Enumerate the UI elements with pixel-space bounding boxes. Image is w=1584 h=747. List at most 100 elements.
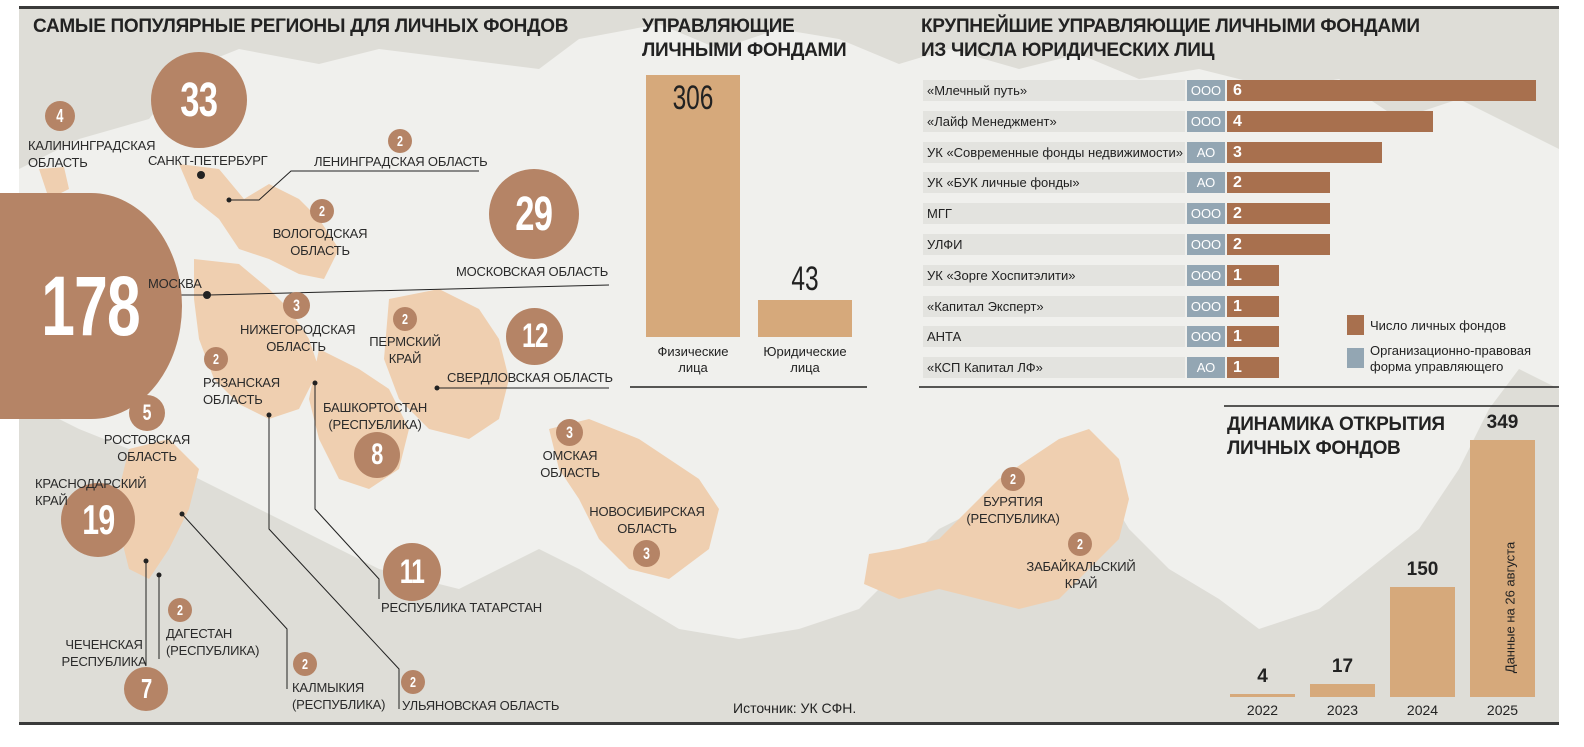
label-chech-2: РЕСПУБЛИКА (61, 654, 147, 669)
label-nizh-2: ОБЛАСТЬ (266, 339, 326, 354)
bottom-rule (19, 722, 1559, 725)
manager-fund-value: 4 (1233, 113, 1242, 130)
manager-form: АО (1187, 357, 1225, 378)
manager-form: АО (1187, 142, 1225, 163)
label-kalin-1: КАЛИНИНГРАДСКАЯ (28, 138, 156, 153)
legend-count: Число личных фондов (1370, 318, 1507, 333)
manager-fund-bar: 2 (1227, 234, 1330, 255)
managers-title-line1: УПРАВЛЯЮЩИЕ (642, 16, 795, 37)
region-east (864, 429, 1129, 609)
circle-moscow: 178 (0, 193, 182, 419)
dynamics-title-line1: ДИНАМИКА ОТКРЫТИЯ (1227, 414, 1445, 435)
kalm-dot (179, 511, 185, 517)
value-juridical: 43 (791, 260, 819, 298)
category-physical-2: лица (678, 360, 708, 375)
manager-fund-value: 2 (1233, 205, 1242, 222)
label-bur-2: (РЕСПУБЛИКА) (966, 511, 1060, 526)
circle-spb: 33 (151, 52, 247, 148)
circle-nizh: 3 (283, 292, 310, 319)
label-ryaz-1: РЯЗАНСКАЯ (203, 375, 280, 390)
manager-form: ООО (1187, 265, 1225, 286)
dynamics-value: 17 (1331, 656, 1354, 677)
manager-fund-bar: 1 (1227, 296, 1279, 317)
label-kras-2: КРАЙ (35, 493, 68, 508)
label-len: ЛЕНИНГРАДСКАЯ ОБЛАСТЬ (314, 154, 488, 169)
label-kras-1: КРАСНОДАРСКИЙ (35, 476, 147, 491)
category-physical-1: Физические (657, 344, 729, 359)
label-ryaz-2: ОБЛАСТЬ (203, 392, 263, 407)
leader-kalm (181, 513, 288, 689)
manager-name: УЛФИ (923, 234, 1185, 255)
manager-name: «Млечный путь» (923, 80, 1185, 101)
dynamics-year: 2023 (1326, 702, 1359, 718)
label-nizh-1: НИЖЕГОРОДСКАЯ (240, 322, 356, 337)
circle-kras: 19 (61, 483, 135, 557)
label-sverd: СВЕРДЛОВСКАЯ ОБЛАСТЬ (447, 370, 613, 385)
label-bash-2: (РЕСПУБЛИКА) (328, 417, 422, 432)
legend-swatch-form (1347, 348, 1364, 368)
manager-name: «Лайф Менеджмент» (923, 111, 1185, 132)
label-zab-1: ЗАБАЙКАЛЬСКИЙ (1026, 559, 1136, 574)
manager-form: ООО (1187, 326, 1225, 347)
dynamics-value: 349 (1486, 412, 1519, 433)
dynamics-value: 4 (1257, 666, 1268, 687)
leader-ulyan (268, 415, 400, 709)
manager-fund-bar: 1 (1227, 357, 1279, 378)
manager-fund-value: 1 (1233, 359, 1242, 376)
manager-fund-value: 6 (1233, 82, 1242, 99)
bar-physical (646, 75, 740, 337)
label-kalin-2: ОБЛАСТЬ (28, 155, 88, 170)
label-ulyan: УЛЬЯНОВСКАЯ ОБЛАСТЬ (402, 698, 560, 713)
circle-kalm: 2 (293, 652, 317, 676)
manager-name: «КСП Капитал ЛФ» (923, 357, 1185, 378)
label-perm-1: ПЕРМСКИЙ (369, 334, 441, 349)
label-bur-1: БУРЯТИЯ (983, 494, 1043, 509)
label-chech-1: ЧЕЧЕНСКАЯ (65, 637, 143, 652)
region-siberia (549, 419, 719, 579)
manager-fund-value: 1 (1233, 298, 1242, 315)
label-novo-2: ОБЛАСТЬ (617, 521, 677, 536)
manager-name: УК «Современные фонды недвижимости» (923, 142, 1185, 163)
manager-form: ООО (1187, 80, 1225, 101)
label-volog-1: ВОЛОГОДСКАЯ (272, 226, 368, 241)
leader-mosobl (208, 284, 610, 296)
value-physical: 306 (672, 79, 714, 117)
label-dag-2: (РЕСПУБЛИКА) (166, 643, 260, 658)
category-juridical-2: лица (790, 360, 820, 375)
dynamics-bar (1310, 684, 1375, 697)
circle-volog: 2 (310, 199, 334, 223)
region-central (194, 259, 319, 419)
regions-title: САМЫЕ ПОПУЛЯРНЫЕ РЕГИОНЫ ДЛЯ ЛИЧНЫХ ФОНД… (33, 16, 569, 37)
sverd-dot (434, 385, 440, 391)
label-volog-2: ОБЛАСТЬ (290, 243, 350, 258)
manager-fund-bar: 2 (1227, 203, 1330, 224)
label-dag-1: ДАГЕСТАН (166, 626, 233, 641)
dynamics-annotation: Данные на 26 августа (1502, 541, 1518, 674)
circle-ryaz: 2 (204, 347, 228, 371)
circle-chech: 7 (124, 667, 168, 711)
manager-name: АНТА (923, 326, 1185, 347)
manager-form: ООО (1187, 234, 1225, 255)
label-moscow: МОСКВА (148, 276, 202, 291)
legend-form-1: Организационно-правовая (1370, 343, 1532, 358)
manager-fund-bar: 1 (1227, 326, 1279, 347)
label-rost-2: ОБЛАСТЬ (117, 449, 177, 464)
manager-name: «Капитал Эксперт» (923, 296, 1185, 317)
largest-title-line2: ИЗ ЧИСЛА ЮРИДИЧЕСКИХ ЛИЦ (921, 40, 1215, 61)
circle-tatar: 11 (383, 543, 441, 601)
circle-sverd: 12 (506, 308, 563, 365)
manager-fund-bar: 3 (1227, 142, 1382, 163)
ulyan-dot (266, 412, 272, 418)
manager-fund-value: 2 (1233, 174, 1242, 191)
label-bash-1: БАШКОРТОСТАН (322, 400, 428, 415)
dynamics-value: 150 (1406, 559, 1439, 580)
dynamics-year: 2022 (1246, 702, 1279, 718)
manager-fund-bar: 4 (1227, 111, 1433, 132)
circle-omsk: 3 (556, 419, 583, 446)
manager-fund-value: 2 (1233, 236, 1242, 253)
manager-fund-bar: 1 (1227, 265, 1279, 286)
circle-bur: 2 (1001, 467, 1025, 491)
label-kalm-2: (РЕСПУБЛИКА) (292, 697, 386, 712)
manager-form: АО (1187, 172, 1225, 193)
